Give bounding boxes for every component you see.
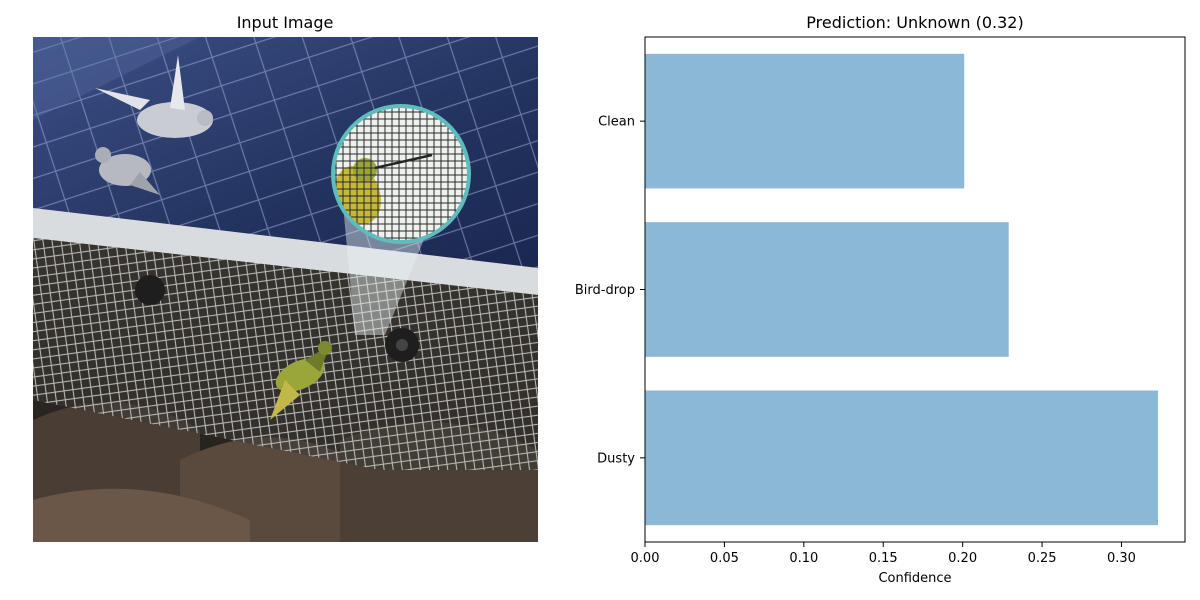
x-tick-label: 0.20 <box>948 551 977 566</box>
pigeon-bird <box>95 55 213 138</box>
clip <box>135 275 165 305</box>
magnifier-callout <box>331 104 471 244</box>
y-tick-label: Clean <box>598 115 635 130</box>
plot-frame <box>644 36 1186 543</box>
input-image <box>33 37 538 542</box>
hummingbird <box>270 341 332 420</box>
x-axis-label: Confidence <box>878 571 951 586</box>
x-tick-label: 0.25 <box>1028 551 1057 566</box>
y-tick-label: Dusty <box>597 451 635 466</box>
x-tick-label: 0.05 <box>710 551 739 566</box>
x-tick-label: 0.30 <box>1107 551 1136 566</box>
x-tick-label: 0.10 <box>789 551 818 566</box>
roof-tiles <box>33 402 538 542</box>
pigeon-bird <box>95 147 160 195</box>
x-tick-label: 0.00 <box>631 551 660 566</box>
bar-dusty <box>645 390 1158 526</box>
chart-title: Prediction: Unknown (0.32) <box>806 13 1023 32</box>
y-tick-label: Bird-drop <box>575 283 635 298</box>
image-title: Input Image <box>237 13 334 32</box>
panel-frame <box>33 208 538 295</box>
x-tick-label: 0.15 <box>869 551 898 566</box>
bar-chart: Dusty Bird-drop Clean 0.00 0.05 0.10 0.15 0.20 0… <box>575 53 1158 566</box>
bar-clean <box>645 53 965 189</box>
bar-bird-drop <box>645 222 1009 357</box>
